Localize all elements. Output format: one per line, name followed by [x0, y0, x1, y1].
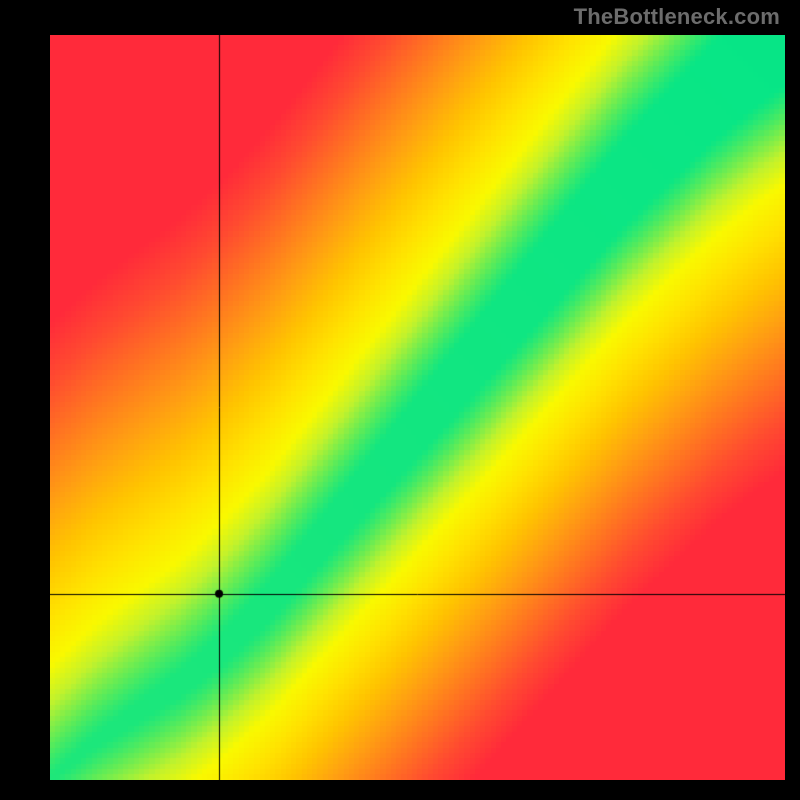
chart-container: TheBottleneck.com — [0, 0, 800, 800]
bottleneck-heatmap — [50, 35, 785, 780]
watermark-text: TheBottleneck.com — [574, 4, 780, 30]
